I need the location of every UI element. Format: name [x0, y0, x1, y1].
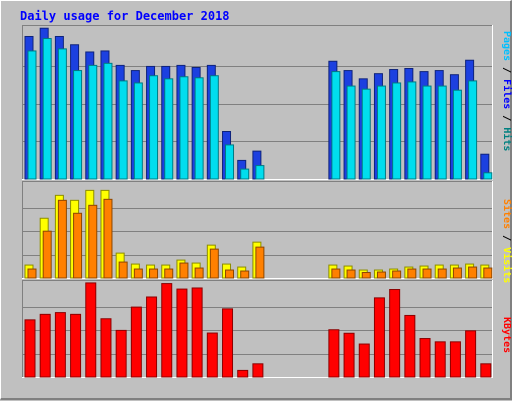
panel-hits-legend: Pages / Files / Hits [501, 31, 512, 151]
bar-files-day-12 [194, 77, 204, 180]
bar-files-day-2 [42, 38, 52, 180]
bar-kbytes-day-3 [54, 312, 66, 378]
bar-files-day-26 [407, 81, 417, 180]
bar-sites-day-7 [118, 261, 128, 279]
bar-files-day-10 [164, 78, 174, 180]
bar-kbytes-day-28 [434, 341, 446, 378]
bar-kbytes-day-30 [465, 330, 477, 378]
bar-sites-day-8 [133, 268, 143, 279]
bar-sites-day-13 [209, 248, 219, 279]
bar-sites-day-22 [346, 269, 356, 279]
bar-sites-day-6 [103, 198, 113, 279]
legend-item: Files [501, 79, 512, 109]
bar-kbytes-day-15 [237, 369, 249, 378]
bar-files-day-24 [376, 85, 386, 180]
bar-sites-day-15 [240, 270, 250, 279]
bar-kbytes-day-10 [161, 283, 173, 378]
bar-sites-day-1 [27, 268, 37, 279]
bar-sites-day-3 [57, 199, 67, 279]
bar-files-day-1 [27, 50, 37, 180]
bar-kbytes-day-5 [85, 282, 97, 378]
bar-sites-day-31 [483, 267, 493, 279]
legend-item: / [501, 109, 512, 127]
bar-files-day-28 [437, 85, 447, 180]
bar-files-day-16 [255, 165, 265, 180]
chart-title: Daily usage for December 2018 [20, 9, 230, 23]
bar-files-day-6 [103, 62, 113, 180]
bar-files-day-21 [331, 71, 341, 180]
bar-sites-day-27 [422, 268, 432, 279]
bar-files-day-15 [240, 168, 250, 180]
bar-kbytes-day-26 [404, 314, 416, 378]
bar-kbytes-day-27 [419, 338, 431, 378]
bar-kbytes-day-9 [146, 296, 158, 378]
bar-kbytes-day-16 [252, 363, 264, 378]
bar-sites-day-23 [361, 272, 371, 279]
bar-files-day-8 [133, 82, 143, 180]
bar-kbytes-day-1 [24, 319, 36, 378]
legend-item: / [501, 61, 512, 79]
bar-files-day-25 [392, 82, 402, 180]
bar-kbytes-day-14 [222, 308, 234, 378]
bar-files-day-5 [88, 64, 98, 180]
bar-sites-day-24 [376, 271, 386, 279]
bar-files-day-4 [73, 70, 83, 180]
bar-files-day-3 [57, 48, 67, 180]
bar-kbytes-day-8 [130, 306, 142, 378]
bar-kbytes-day-21 [328, 329, 340, 378]
bar-sites-day-29 [452, 267, 462, 279]
bar-kbytes-day-31 [480, 363, 492, 378]
panel-visits-legend: Sites / Visits [501, 199, 512, 283]
bar-files-day-31 [483, 172, 493, 180]
bar-files-day-9 [149, 75, 159, 180]
bar-kbytes-day-23 [358, 343, 370, 378]
bar-kbytes-day-11 [176, 288, 188, 378]
bar-sites-day-9 [149, 268, 159, 279]
bar-kbytes-day-13 [206, 332, 218, 378]
bar-files-day-14 [225, 144, 235, 180]
bar-sites-day-10 [164, 268, 174, 279]
bar-kbytes-day-25 [389, 289, 401, 378]
legend-item: Sites [501, 199, 512, 229]
bar-kbytes-day-2 [39, 313, 51, 378]
bar-sites-day-14 [225, 269, 235, 279]
bar-sites-day-30 [468, 266, 478, 279]
bar-files-day-7 [118, 80, 128, 180]
bar-sites-day-28 [437, 268, 447, 279]
bar-sites-day-11 [179, 262, 189, 279]
bar-sites-day-5 [88, 204, 98, 279]
legend-item: Visits [501, 247, 512, 283]
bar-sites-day-4 [73, 212, 83, 279]
bar-files-day-27 [422, 85, 432, 180]
bar-sites-day-26 [407, 268, 417, 279]
bar-files-day-30 [468, 80, 478, 180]
bar-files-day-11 [179, 76, 189, 180]
bar-kbytes-day-24 [373, 297, 385, 378]
bar-sites-day-12 [194, 267, 204, 279]
legend-item: Hits [501, 127, 512, 151]
bar-kbytes-day-12 [191, 287, 203, 378]
bar-files-day-13 [209, 75, 219, 180]
bar-kbytes-day-4 [70, 313, 82, 378]
bar-files-day-29 [452, 89, 462, 180]
bar-kbytes-day-6 [100, 318, 112, 378]
bar-sites-day-16 [255, 246, 265, 279]
bar-sites-day-25 [392, 270, 402, 279]
bar-sites-day-2 [42, 230, 52, 279]
bar-kbytes-day-22 [343, 332, 355, 378]
bar-kbytes-day-7 [115, 329, 127, 378]
bar-sites-day-21 [331, 268, 341, 279]
bar-files-day-23 [361, 88, 371, 180]
panel-kbytes-legend: KBytes [501, 317, 512, 353]
bar-files-day-22 [346, 85, 356, 180]
legend-item: KBytes [501, 317, 512, 353]
legend-item: Pages [501, 31, 512, 61]
bar-kbytes-day-29 [449, 341, 461, 378]
legend-item: / [501, 229, 512, 247]
